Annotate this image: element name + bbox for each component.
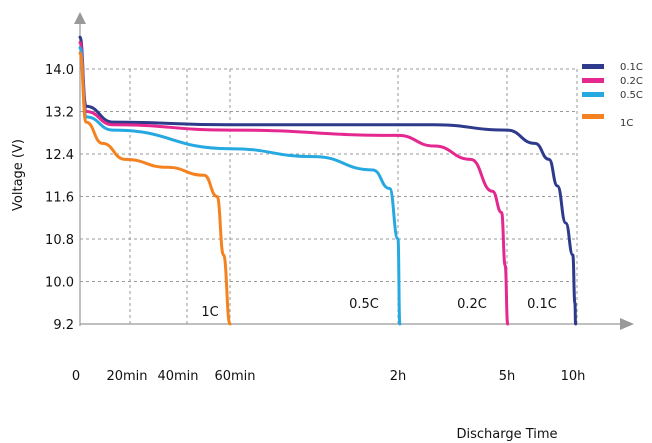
- axes: [74, 12, 634, 330]
- x-axis-title: Discharge Time: [456, 427, 557, 442]
- legend: 0.1C 0.2C 0.5C 1C: [582, 62, 643, 129]
- legend-swatch: [582, 64, 604, 69]
- curve-labels: 1C 0.5C 0.2C 0.1C: [201, 297, 557, 320]
- series-line-1C: [78, 51, 232, 326]
- curve-label: 0.5C: [349, 297, 379, 312]
- y-tick-label: 10.0: [45, 276, 74, 291]
- x-tick-labels: 0 20min 40min 60min 2h 5h 10h: [72, 369, 586, 384]
- x-tick-label: 10h: [561, 369, 586, 384]
- legend-label: 1C: [620, 118, 633, 129]
- y-axis-arrow-icon: [74, 12, 86, 24]
- y-tick-label: 9.2: [53, 318, 74, 333]
- legend-swatch: [582, 114, 604, 119]
- y-tick-label: 10.8: [45, 233, 74, 248]
- curve-label: 0.1C: [527, 297, 557, 312]
- series-line-0.2C: [78, 40, 510, 326]
- x-tick-label: 60min: [214, 369, 255, 384]
- legend-swatch: [582, 92, 604, 97]
- series-line-0.5C: [78, 46, 402, 326]
- legend-label: 0.2C: [620, 76, 643, 87]
- series-lines: [78, 35, 578, 326]
- curve-label: 0.2C: [457, 297, 487, 312]
- x-tick-label: 40min: [157, 369, 198, 384]
- series-line-0.1C: [78, 35, 578, 326]
- legend-swatch: [582, 78, 604, 83]
- curve-label: 1C: [201, 305, 218, 320]
- y-tick-label: 14.0: [45, 63, 74, 78]
- y-tick-label: 13.2: [45, 106, 74, 121]
- x-axis-arrow-icon: [620, 318, 634, 330]
- x-tick-label: 5h: [499, 369, 516, 384]
- x-tick-label: 20min: [106, 369, 147, 384]
- x-tick-label: 0: [72, 369, 80, 384]
- y-axis-title: Voltage (V): [11, 139, 26, 211]
- y-tick-labels: 14.0 13.2 12.4 11.6 10.8 10.0 9.2: [45, 63, 74, 333]
- legend-label: 0.1C: [620, 62, 643, 73]
- y-tick-label: 11.6: [45, 191, 74, 206]
- grid-lines: [80, 68, 578, 324]
- x-tick-label: 2h: [390, 369, 407, 384]
- y-tick-label: 12.4: [45, 148, 74, 163]
- legend-label: 0.5C: [620, 90, 643, 101]
